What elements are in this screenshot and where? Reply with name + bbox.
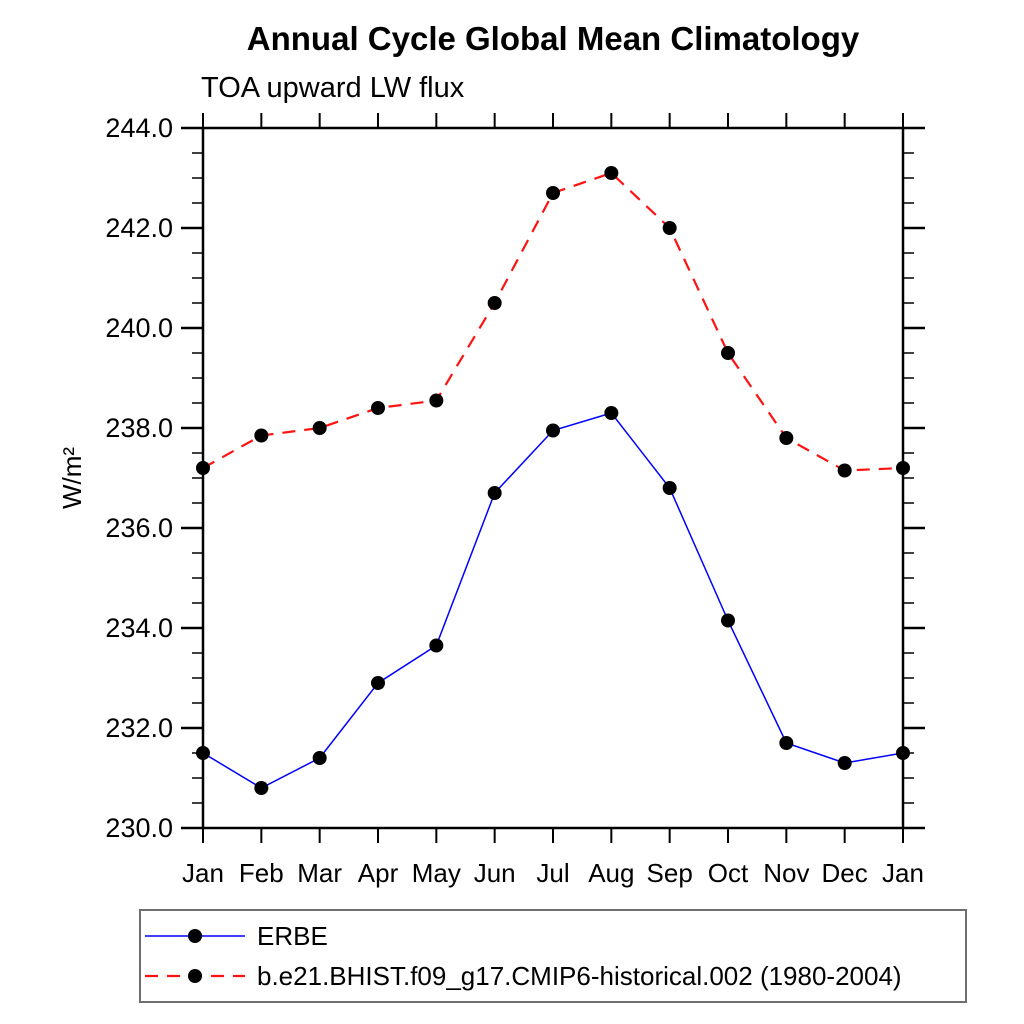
x-axis-tick-label: Jan — [882, 858, 924, 888]
data-point-marker — [546, 186, 560, 200]
plot-frame — [201, 126, 905, 830]
y-axis-tick-label: 236.0 — [105, 513, 173, 543]
data-point-marker — [896, 461, 910, 475]
y-axis-tick-label: 234.0 — [105, 613, 173, 643]
legend-item: ERBE — [143, 916, 965, 956]
legend-marker — [188, 969, 202, 983]
x-axis-tick-label: Oct — [708, 858, 749, 888]
chart-subtitle: TOA upward LW flux — [201, 72, 465, 104]
y-axis-tick-label: 244.0 — [105, 113, 173, 143]
data-point-marker — [312, 751, 327, 765]
data-point-marker — [721, 346, 735, 360]
x-axis-tick-label: Nov — [763, 858, 809, 888]
data-point-marker — [254, 781, 269, 795]
data-point-marker — [837, 756, 852, 770]
y-axis-tick-label: 242.0 — [105, 213, 173, 243]
data-point-marker — [196, 746, 210, 760]
y-axis-tick-label: 238.0 — [105, 413, 173, 443]
x-axis-tick-label: Feb — [239, 858, 284, 888]
data-point-marker — [721, 613, 735, 628]
data-point-marker — [779, 736, 794, 750]
x-axis-tick-label: Jul — [536, 858, 569, 888]
series-line-erbe — [202, 412, 904, 789]
data-point-marker — [371, 401, 385, 415]
legend: ERBE b.e21.BHIST.f09_g17.CMIP6-historical… — [139, 909, 967, 1003]
data-point-marker — [662, 221, 677, 235]
legend-marker — [188, 929, 202, 943]
legend-item: b.e21.BHIST.f09_g17.CMIP6-historical.002… — [143, 956, 965, 996]
legend-line-sample — [145, 929, 245, 943]
data-point-marker — [312, 421, 327, 435]
x-axis-tick-label: Sep — [647, 858, 693, 888]
x-axis-tick-label: Dec — [822, 858, 868, 888]
data-point-marker — [779, 431, 794, 445]
legend-line-sample — [145, 969, 245, 983]
data-point-marker — [837, 463, 852, 478]
x-axis-tick-label: May — [412, 858, 461, 888]
data-point-marker — [429, 638, 444, 653]
y-axis-tick-label: 232.0 — [105, 713, 173, 743]
x-axis-tick-label: Aug — [588, 858, 634, 888]
legend-label: b.e21.BHIST.f09_g17.CMIP6-historical.002… — [257, 960, 902, 991]
x-axis-tick-label: Jan — [182, 858, 224, 888]
data-point-marker — [487, 486, 502, 500]
data-point-marker — [254, 428, 269, 443]
data-point-marker — [604, 166, 619, 180]
legend-label: ERBE — [257, 920, 328, 951]
x-axis-tick-label: Jun — [474, 858, 516, 888]
y-axis-tick-label: 240.0 — [105, 313, 173, 343]
data-point-marker — [896, 746, 910, 760]
data-point-marker — [662, 481, 677, 495]
data-point-marker — [604, 406, 619, 420]
data-point-marker — [371, 676, 385, 690]
x-axis-tick-label: Mar — [297, 858, 342, 888]
y-axis-tick-label: 230.0 — [105, 813, 173, 843]
chart-title: Annual Cycle Global Mean Climatology — [246, 20, 860, 57]
data-point-marker — [487, 296, 502, 310]
data-point-marker — [196, 461, 210, 475]
data-point-marker — [546, 423, 560, 438]
x-axis-tick-label: Apr — [358, 858, 399, 888]
data-point-marker — [429, 393, 444, 408]
